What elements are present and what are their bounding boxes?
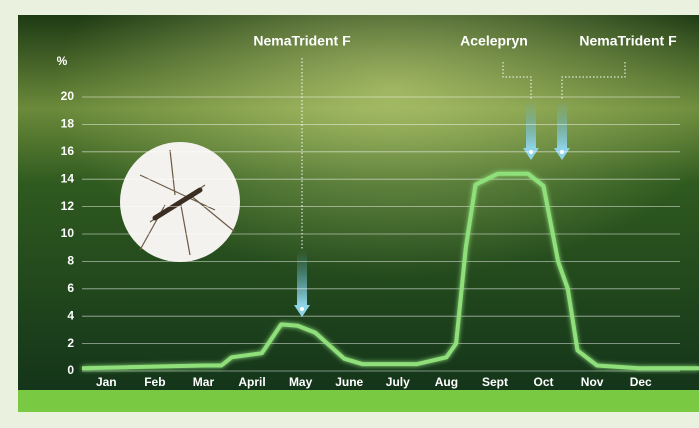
x-tick-label: Feb [144, 375, 165, 389]
x-tick-label: Oct [534, 375, 554, 389]
annotation: Acelepryn [460, 33, 528, 49]
y-tick-label: 18 [61, 117, 75, 131]
x-tick-label: June [335, 375, 363, 389]
x-tick-label: July [386, 375, 410, 389]
y-tick-label: 14 [61, 171, 75, 185]
x-tick-label: Aug [435, 375, 458, 389]
y-tick-label: 6 [67, 281, 74, 295]
y-axis-label: % [57, 54, 68, 68]
x-tick-label: Jan [96, 375, 117, 389]
y-tick-label: 10 [61, 226, 75, 240]
y-tick-label: 8 [67, 254, 74, 268]
y-tick-label: 12 [61, 199, 75, 213]
chart: % NemaTrident F Acelepryn NemaTrident F … [0, 0, 699, 428]
x-tick-label: Mar [193, 375, 215, 389]
x-tick-label: Dec [630, 375, 652, 389]
y-tick-label: 4 [67, 308, 74, 322]
y-tick-label: 20 [61, 89, 75, 103]
x-tick-label: Sept [482, 375, 508, 389]
y-tick-label: 2 [67, 336, 74, 350]
y-tick-label: 0 [67, 363, 74, 377]
footer-bar [18, 390, 699, 412]
insect-photo [120, 142, 240, 262]
annotation: NemaTrident F [253, 33, 351, 49]
x-tick-label: May [289, 375, 313, 389]
x-tick-label: Nov [581, 375, 604, 389]
y-tick-label: 16 [61, 144, 75, 158]
annotation: NemaTrident F [579, 33, 677, 49]
x-tick-label: April [238, 375, 265, 389]
